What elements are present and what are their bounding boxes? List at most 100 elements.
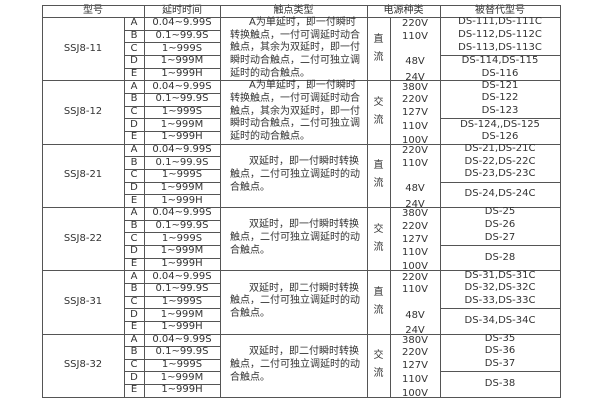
variant-letter: C	[130, 169, 138, 181]
variant-letter: C	[130, 42, 138, 54]
variant-letter: E	[130, 321, 138, 333]
replaced-model: DS-31,DS-31C	[464, 269, 536, 281]
column-divider	[367, 5, 368, 397]
row-divider	[124, 130, 221, 132]
delay-range: 1~999H	[161, 321, 203, 333]
contact-description: A为单延时，即一付瞬时 转换触点，一付可调延时动合 触点，其余为双延时，即一付 瞬时动…	[230, 17, 363, 80]
contact-line: 触点，二付可独立调延时的动	[230, 232, 360, 244]
variant-letter: C	[130, 232, 138, 244]
header-replace: 被替代型号	[475, 5, 525, 16]
voltage: 380V	[402, 81, 428, 93]
row-divider	[124, 168, 221, 170]
voltage: 100V	[402, 261, 428, 273]
delay-range: 1~999M	[160, 55, 204, 67]
variant-letter: B	[130, 346, 138, 358]
model-name: SSJ8-22	[63, 232, 103, 244]
delay-range: 1~999H	[161, 131, 203, 143]
power-type-char: 流	[373, 51, 384, 63]
contact-line: 触点，其余为双延时，即一付	[230, 42, 360, 54]
variant-letter: E	[130, 257, 138, 269]
voltage: 48V	[405, 309, 425, 321]
power-type-char: 直	[373, 33, 384, 45]
delay-range: 0.1~99.9S	[155, 156, 209, 168]
voltage: 110V	[402, 374, 428, 386]
contact-line: 合触点。	[230, 181, 270, 193]
row-divider	[440, 371, 561, 373]
voltage: 220V	[402, 347, 428, 359]
contact-line: 瞬时动合触点，二付可独立调	[230, 118, 360, 130]
delay-range: 0.1~99.9S	[155, 283, 209, 295]
delay-range: 0.04~9.99S	[152, 333, 212, 345]
variant-letter: C	[130, 359, 138, 371]
row-divider	[42, 80, 561, 82]
replaced-model: DS-38	[484, 378, 516, 390]
contact-description: 双延时，即一付瞬时转换 触点，二付可独立调延时的动 合触点。	[230, 144, 363, 207]
variant-letter: D	[130, 118, 138, 130]
contact-line: 瞬时动合触点，二付可独立调	[230, 55, 360, 66]
contact-line: A为单延时，即一付瞬时	[249, 16, 356, 28]
replaced-model: DS-37	[484, 358, 516, 370]
variant-letter: B	[130, 93, 138, 105]
variant-letter: D	[130, 308, 138, 320]
delay-range: 1~999M	[160, 118, 204, 130]
variant-letter: E	[130, 384, 138, 396]
variant-letter: E	[130, 194, 138, 206]
power-type-char: 交	[373, 223, 384, 235]
voltage: 24V	[405, 325, 425, 337]
delay-range: 0.1~99.9S	[155, 346, 209, 358]
contact-line: 双延时，即二付瞬时转换	[249, 346, 359, 358]
variant-letter: A	[130, 333, 138, 345]
replaced-model: DS-23,DS-23C	[464, 168, 536, 180]
contact-line: 延时的动合触点。	[230, 131, 310, 142]
contact-line: 触点，二付可独立调延时的动	[230, 295, 360, 307]
power-type-char: 交	[373, 96, 384, 108]
replaced-model: DS-35	[484, 332, 516, 344]
delay-range: 1~999S	[161, 359, 203, 371]
voltage: 48V	[405, 56, 425, 68]
power-type-char: 流	[373, 368, 384, 380]
voltage: 100V	[402, 134, 428, 146]
contact-line: 双延时，即一付瞬时转换	[249, 156, 359, 168]
replaced-model: DS-114,DS-115	[461, 55, 539, 67]
row-divider	[124, 346, 221, 348]
replaced-model: DS-121	[481, 79, 519, 91]
variant-letter: B	[130, 283, 138, 295]
delay-range: 0.04~9.99S	[152, 17, 212, 29]
delay-range: 1~999H	[161, 384, 203, 396]
row-divider	[124, 118, 221, 120]
voltage: 110V	[402, 284, 428, 296]
variant-letter: B	[130, 156, 138, 168]
power-type-char: 直	[373, 286, 384, 298]
row-divider	[124, 244, 221, 246]
voltage: 127V	[402, 106, 428, 118]
variant-letter: B	[130, 29, 138, 41]
row-divider	[42, 270, 561, 272]
contact-description: 双延时，即二付瞬时转换 触点，二付可独立调延时的动 合触点。	[230, 334, 363, 397]
contact-line: 双延时，即一付瞬时转换	[249, 219, 359, 231]
row-divider	[42, 5, 561, 6]
row-divider	[124, 320, 221, 322]
replaced-model: DS-34,DS-34C	[464, 314, 536, 326]
column-divider	[42, 5, 43, 397]
delay-range: 1~999M	[160, 371, 204, 383]
replaced-model: DS-36	[484, 345, 516, 357]
replaced-model: DS-124,,DS-125	[460, 118, 540, 130]
row-divider	[42, 143, 561, 145]
variant-letter: D	[130, 371, 138, 383]
voltage: 380V	[402, 334, 428, 346]
replaced-model: DS-21,DS-21C	[464, 142, 536, 154]
delay-range: 1~999S	[161, 169, 203, 181]
row-divider	[124, 219, 221, 221]
header-contact: 触点类型	[273, 5, 314, 16]
column-divider	[560, 5, 561, 397]
contact-description: 双延时，即一付瞬时转换 触点，二付可独立调延时的动 合触点。	[230, 207, 363, 270]
contact-line: 触点，二付可独立调延时的动	[230, 168, 360, 180]
replaced-model: DS-25	[484, 206, 516, 218]
delay-range: 0.04~9.99S	[152, 207, 212, 219]
replaced-model: DS-126	[481, 131, 519, 143]
contact-line: 双延时，即二付瞬时转换	[249, 282, 359, 294]
model-name: SSJ8-11	[63, 42, 103, 54]
voltage: 110V	[402, 247, 428, 259]
voltage: 24V	[405, 198, 425, 210]
column-divider	[440, 5, 441, 397]
